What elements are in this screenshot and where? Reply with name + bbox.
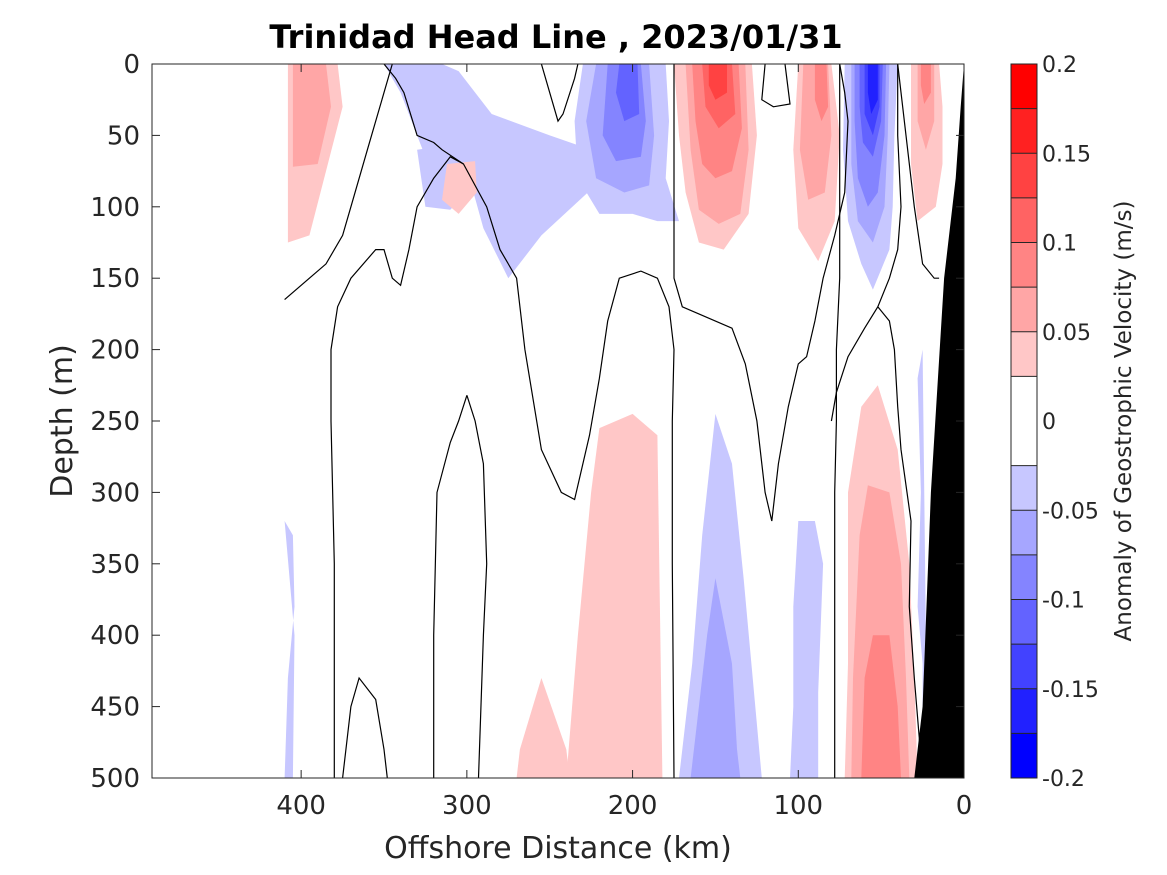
colorbar-swatch — [1011, 242, 1037, 288]
zero-contour-line — [877, 306, 924, 778]
x-tick-label: 100 — [773, 791, 823, 821]
colorbar-swatch — [1011, 108, 1037, 154]
zero-contour-line — [834, 64, 841, 778]
zero-contour-line — [466, 395, 488, 778]
x-axis-label: Offshore Distance (km) — [384, 831, 732, 866]
y-tick-label: 350 — [90, 550, 140, 580]
negative-anomaly-region — [690, 578, 741, 778]
zero-contour-line — [673, 64, 849, 522]
colorbar-tick-label: 0.15 — [1042, 142, 1091, 167]
colorbar-swatch — [1011, 554, 1037, 600]
zero-contour-line — [761, 64, 791, 108]
colorbar-swatch — [1011, 331, 1037, 377]
positive-anomaly-region — [566, 413, 663, 778]
colorbar-swatch — [1011, 287, 1037, 332]
colorbar-swatch — [1011, 153, 1037, 198]
colorbar-swatch — [1011, 197, 1037, 243]
chart-title: Trinidad Head Line , 2023/01/31 — [269, 18, 842, 56]
zero-contour-line — [330, 156, 464, 778]
colorbar-tick-label: -0.1 — [1042, 589, 1085, 614]
colorbar: 0.2 0.15 0.1 0.05 0 -0.05 -0.1 -0.15 -0.2 — [1010, 53, 1099, 792]
y-tick-label: 50 — [107, 121, 140, 151]
zero-contour-line — [433, 395, 468, 778]
negative-anomaly-region — [790, 521, 824, 778]
x-tick-label: 0 — [956, 791, 973, 821]
positive-anomaly-region — [814, 64, 829, 122]
y-tick-label: 0 — [123, 50, 140, 80]
y-tick-label: 300 — [90, 478, 140, 508]
y-tick-label: 150 — [90, 264, 140, 294]
y-tick-label: 100 — [90, 193, 140, 223]
positive-anomaly-region — [708, 64, 727, 100]
colorbar-swatch — [1011, 688, 1037, 734]
colorbar-tick-label: 0.05 — [1042, 321, 1091, 346]
x-tick-label: 200 — [608, 791, 658, 821]
colorbar-tick-label: 0.2 — [1042, 53, 1077, 78]
x-tick-label: 300 — [442, 791, 492, 821]
zero-contour-line — [897, 64, 940, 279]
colorbar-swatch — [1011, 376, 1037, 466]
positive-anomaly-region — [442, 161, 477, 214]
y-axis: 0 50 100 150 200 250 300 350 400 450 500 — [90, 50, 964, 794]
x-tick-label: 400 — [276, 791, 326, 821]
zero-contour-line — [284, 64, 393, 301]
colorbar-swatch — [1011, 733, 1037, 778]
colorbar-swatch — [1011, 510, 1037, 555]
positive-anomaly-region — [292, 64, 331, 167]
negative-anomaly-region — [384, 64, 592, 279]
bathymetry — [914, 64, 964, 778]
negative-anomaly-region — [917, 349, 926, 750]
negative-anomaly-region — [616, 64, 640, 122]
y-tick-label: 250 — [90, 407, 140, 437]
negative-anomaly-region — [867, 64, 878, 114]
zero-contour-line — [540, 64, 579, 123]
zero-contour-line — [383, 64, 675, 778]
colorbar-tick-label: 0.1 — [1042, 232, 1077, 257]
colorbar-swatch — [1011, 64, 1037, 109]
x-axis: 400 300 200 100 0 — [276, 64, 972, 821]
colorbar-swatch — [1011, 644, 1037, 689]
colorbar-tick-label: -0.05 — [1042, 499, 1099, 524]
y-tick-label: 200 — [90, 336, 140, 366]
plot-area — [151, 63, 965, 779]
negative-anomaly-region — [284, 521, 295, 778]
colorbar-tick-label: -0.15 — [1042, 678, 1099, 703]
y-axis-label: Depth (m) — [45, 344, 80, 498]
y-tick-label: 500 — [90, 764, 140, 794]
y-tick-label: 450 — [90, 693, 140, 723]
positive-anomaly-region — [861, 635, 901, 778]
colorbar-swatch — [1011, 465, 1037, 511]
colorbar-tick-label: -0.2 — [1042, 767, 1085, 792]
colorbar-swatch — [1011, 599, 1037, 645]
zero-contour-line — [342, 676, 388, 778]
y-tick-label: 400 — [90, 621, 140, 651]
positive-anomaly-region — [920, 64, 931, 104]
zero-contour-line — [830, 64, 902, 422]
positive-anomaly-region — [516, 678, 570, 778]
colorbar-label: Anomaly of Geostrophic Velocity (m/s) — [1111, 201, 1137, 642]
colorbar-tick-label: 0 — [1042, 410, 1056, 435]
negative-anomaly-region — [679, 413, 762, 778]
